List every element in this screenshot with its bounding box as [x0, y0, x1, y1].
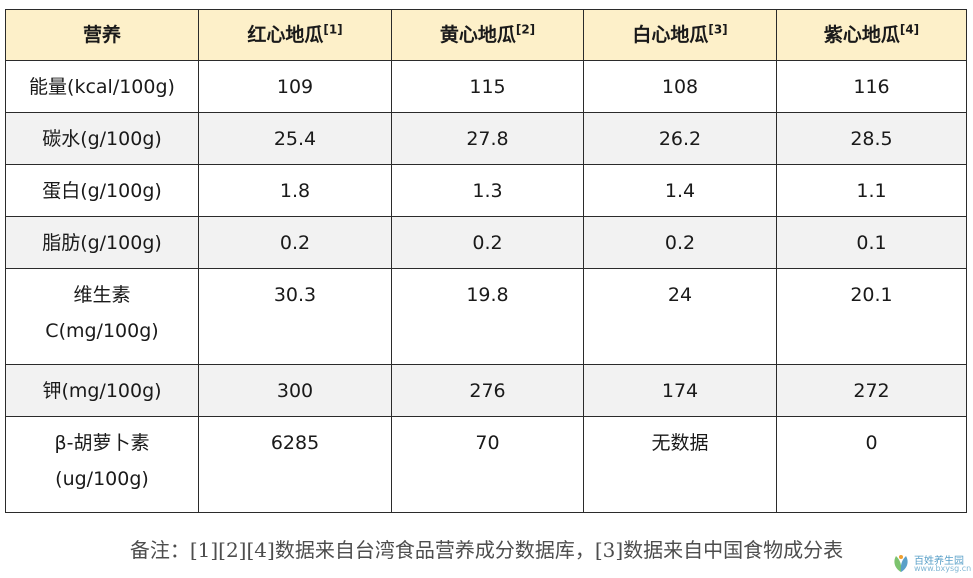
table-cell: 0 — [776, 416, 967, 513]
header-cell-purple-sweet-potato: 紫心地瓜[4] — [776, 9, 967, 61]
table-cell: 25.4 — [198, 112, 392, 165]
table-cell: 70 — [391, 416, 584, 513]
watermark-site-url: www.bxysg.cn — [914, 564, 972, 573]
table-row: 能量(kcal/100g) 109 115 108 116 — [5, 60, 967, 113]
header-cell-red-sweet-potato: 红心地瓜[1] — [198, 9, 392, 61]
table-cell: 27.8 — [391, 112, 584, 165]
table-cell: 0.2 — [583, 216, 777, 269]
row-label: 脂肪(g/100g) — [5, 216, 199, 269]
row-label-line: (ug/100g) — [55, 468, 149, 490]
table-cell: 1.8 — [198, 164, 392, 217]
header-cell-white-sweet-potato: 白心地瓜[3] — [583, 9, 777, 61]
row-label: 维生素 C(mg/100g) — [5, 268, 199, 365]
row-label: β-胡萝卜素 (ug/100g) — [5, 416, 199, 513]
table-cell: 0.1 — [776, 216, 967, 269]
table-cell: 24 — [583, 268, 777, 365]
table-cell: 20.1 — [776, 268, 967, 365]
table-cell: 1.3 — [391, 164, 584, 217]
row-label-line: β-胡萝卜素 — [54, 432, 150, 454]
table-cell: 174 — [583, 364, 777, 417]
table-cell: 0.2 — [198, 216, 392, 269]
table-cell: 115 — [391, 60, 584, 113]
table-row: β-胡萝卜素 (ug/100g) 6285 70 无数据 0 — [5, 416, 967, 513]
table-cell: 108 — [583, 60, 777, 113]
header-cell-nutrient: 营养 — [5, 9, 199, 61]
table-cell: 无数据 — [583, 416, 777, 513]
row-label: 能量(kcal/100g) — [5, 60, 199, 113]
table-cell: 1.1 — [776, 164, 967, 217]
table-header-row: 营养 红心地瓜[1] 黄心地瓜[2] 白心地瓜[3] 紫心地瓜[4] — [5, 9, 967, 61]
row-label-line: 维生素 — [73, 284, 131, 306]
table-cell: 116 — [776, 60, 967, 113]
row-label-line: C(mg/100g) — [45, 320, 159, 342]
table-cell: 0.2 — [391, 216, 584, 269]
table-cell: 19.8 — [391, 268, 584, 365]
table-row: 蛋白(g/100g) 1.8 1.3 1.4 1.1 — [5, 164, 967, 217]
table-cell: 1.4 — [583, 164, 777, 217]
nutrition-table: 营养 红心地瓜[1] 黄心地瓜[2] 白心地瓜[3] 紫心地瓜[4] 能量(kc… — [5, 9, 967, 513]
table-cell: 30.3 — [198, 268, 392, 365]
table-row: 碳水(g/100g) 25.4 27.8 26.2 28.5 — [5, 112, 967, 165]
row-label: 碳水(g/100g) — [5, 112, 199, 165]
table-cell: 28.5 — [776, 112, 967, 165]
table-row: 钾(mg/100g) 300 276 174 272 — [5, 364, 967, 417]
table-row: 维生素 C(mg/100g) 30.3 19.8 24 20.1 — [5, 268, 967, 365]
table-cell: 6285 — [198, 416, 392, 513]
table-row: 脂肪(g/100g) 0.2 0.2 0.2 0.1 — [5, 216, 967, 269]
table-cell: 276 — [391, 364, 584, 417]
table-cell: 272 — [776, 364, 967, 417]
table-cell: 109 — [198, 60, 392, 113]
row-label: 蛋白(g/100g) — [5, 164, 199, 217]
site-watermark: 百姓养生园 www.bxysg.cn — [890, 550, 972, 576]
row-label: 钾(mg/100g) — [5, 364, 199, 417]
footnote: 备注：[1][2][4]数据来自台湾食品营养成分数据库，[3]数据来自中国食物成… — [129, 538, 844, 562]
table-cell: 26.2 — [583, 112, 777, 165]
header-cell-yellow-sweet-potato: 黄心地瓜[2] — [391, 9, 584, 61]
watermark-site-name: 百姓养生园 — [914, 556, 964, 567]
table-cell: 300 — [198, 364, 392, 417]
leaf-logo-icon — [894, 555, 908, 572]
